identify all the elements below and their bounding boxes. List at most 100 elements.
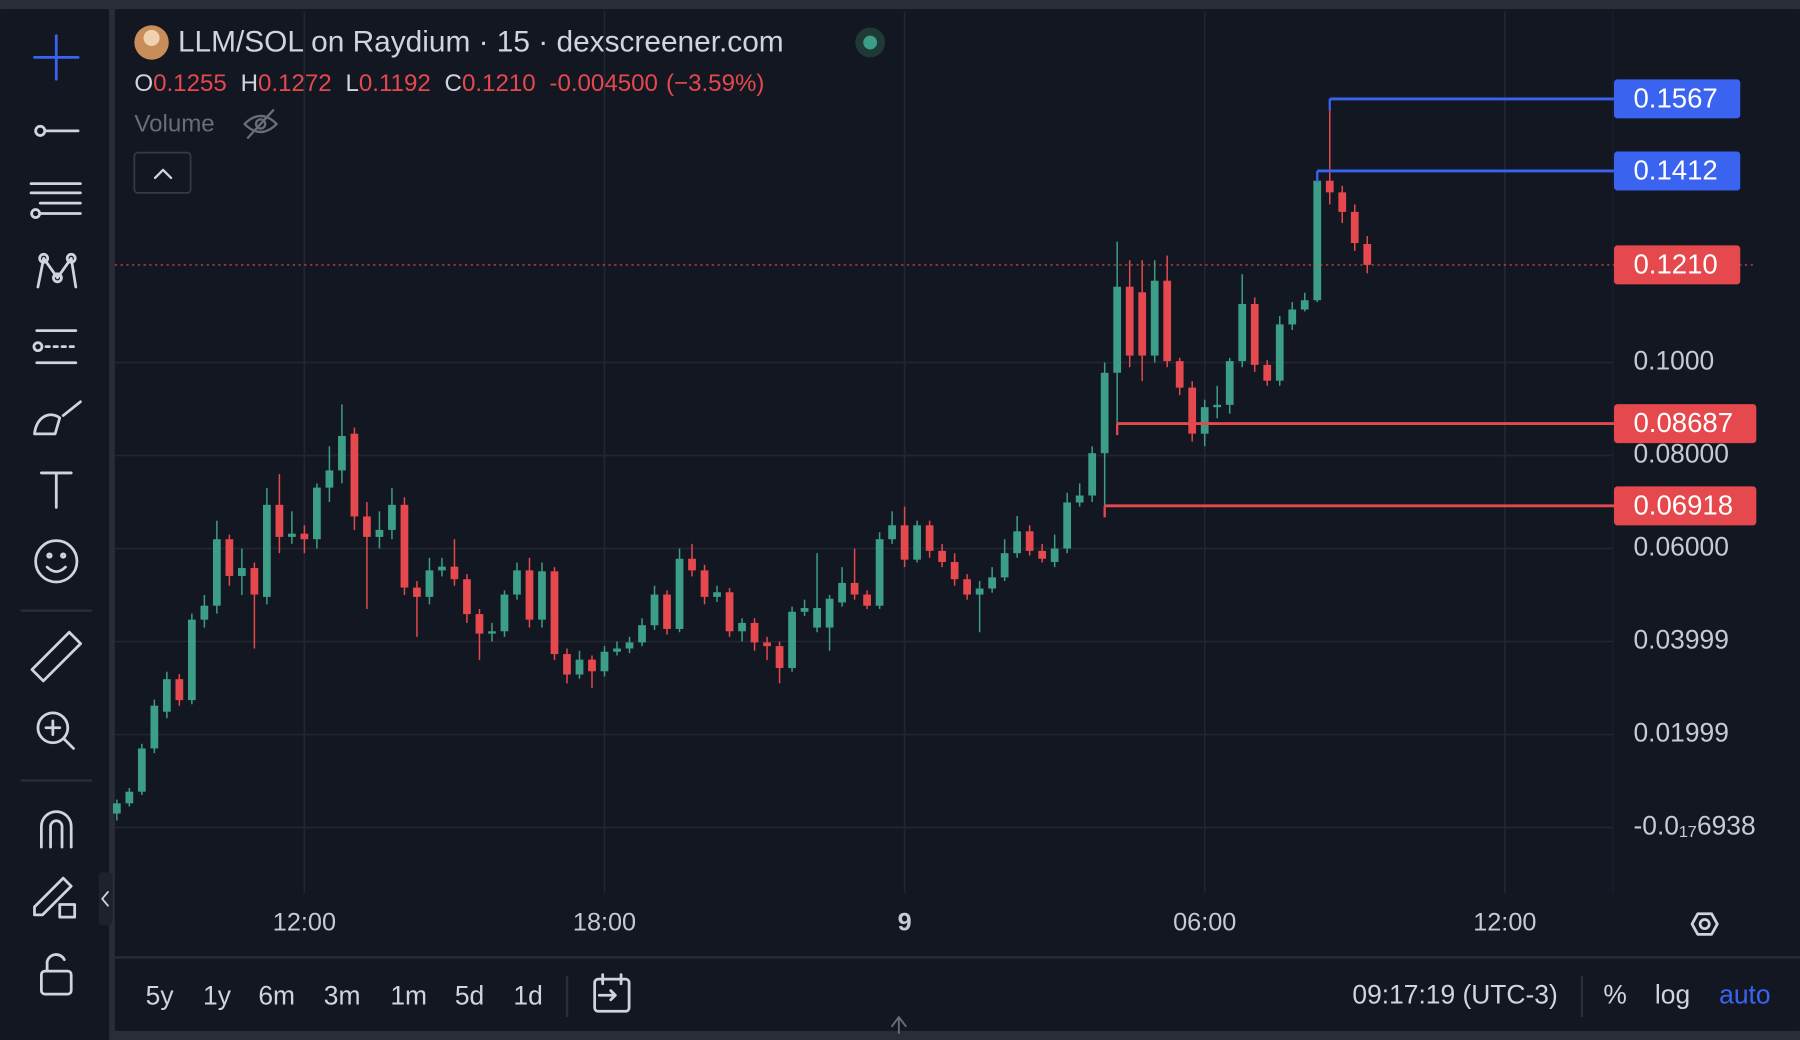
range-button[interactable]: 3m (324, 980, 361, 1010)
legend-value: 0.1192 (359, 70, 431, 97)
change-percent: (−3.59%) (666, 70, 764, 97)
candle-body (1188, 387, 1197, 434)
x-tick-label: 12:00 (1473, 909, 1536, 937)
candle-body (1263, 364, 1272, 381)
pattern-tool[interactable] (36, 252, 78, 289)
candle-body (1363, 243, 1372, 265)
volume-label: Volume (134, 110, 214, 137)
candle-body (150, 705, 159, 749)
candle-body (1200, 407, 1209, 434)
candle-body (800, 608, 809, 612)
candle-body (1075, 495, 1084, 503)
text-tool[interactable] (39, 471, 73, 509)
ruler-tool[interactable] (30, 630, 83, 683)
candle-body (500, 594, 509, 632)
y-tick-label: 0.01999 (1634, 718, 1729, 748)
candle-body (325, 470, 334, 488)
emoji-tool[interactable] (34, 539, 79, 584)
range-button[interactable]: 1y (203, 980, 232, 1010)
price-line-box (1613, 404, 1757, 444)
candle-body (413, 587, 421, 597)
candle-body (1088, 453, 1097, 496)
brush-tool[interactable] (33, 400, 82, 436)
candle-body (350, 433, 359, 517)
candle-body (600, 651, 609, 672)
candles (112, 98, 1372, 821)
range-button[interactable]: 1m (390, 980, 427, 1010)
fib-tool[interactable] (29, 182, 82, 219)
prediction-tool[interactable] (32, 329, 78, 365)
candle-body (338, 435, 346, 471)
price-line-box (1613, 151, 1741, 191)
candle-body (875, 539, 884, 606)
grid: 0.1000 0.08000 0.06000 0.03999 0.01999 -0.0₁₇… (114, 11, 1756, 937)
legend-key: L (345, 70, 358, 97)
candle-body (375, 529, 384, 537)
candle-body (1225, 361, 1234, 405)
candle-body (938, 550, 946, 563)
candle-body (1100, 372, 1109, 454)
candle-body (1150, 280, 1159, 356)
collapse-legend-arrow[interactable] (153, 168, 173, 180)
magnet-tool[interactable] (39, 810, 73, 849)
tool-icons[interactable] (20, 34, 113, 996)
current-price-label: 0.1210 (1634, 248, 1718, 279)
candle-body (738, 622, 746, 632)
candle-body (250, 568, 259, 595)
price-line-label: 0.1412 (1634, 154, 1718, 185)
y-tick-label: 0.1000 (1634, 346, 1715, 376)
scale-toggle[interactable]: % (1603, 979, 1626, 1009)
settings-icon[interactable] (1690, 912, 1719, 936)
scale-toggle[interactable]: log (1655, 979, 1690, 1009)
candle-body (1138, 292, 1147, 356)
candle-body (162, 679, 171, 712)
candle-body (187, 619, 196, 701)
candle-body (663, 594, 671, 629)
clock: 09:17:19 (UTC-3) (1352, 979, 1557, 1009)
candle-body (613, 648, 621, 652)
overlay: 0.1210 0.1567 0.1412 0.08687 0.06918 (114, 79, 1757, 526)
range-button[interactable]: 5y (146, 980, 175, 1010)
candle-body (225, 539, 234, 576)
candle-body (888, 525, 896, 540)
candle-body (963, 579, 972, 595)
candle-body (688, 558, 696, 571)
collapse-arrow[interactable] (101, 891, 109, 907)
range-button[interactable]: 1d (513, 980, 542, 1010)
candle-body (850, 582, 859, 595)
candle-body (1175, 361, 1184, 388)
collapse-legend[interactable] (133, 151, 192, 194)
crosshair-tool[interactable] (33, 34, 80, 81)
lock-tool[interactable] (39, 953, 73, 996)
candle-body (525, 570, 534, 620)
candle-body (400, 504, 409, 588)
candle-body (363, 516, 371, 537)
x-tick-label: 18:00 (573, 909, 636, 937)
candle-body (1238, 303, 1247, 362)
status-dot (863, 35, 878, 50)
candle-body (1250, 303, 1259, 365)
bottom-toolbar: 5y 1y 6m 3m 1m 5d 1d 09:17:19 (UTC-3)% log auto (146, 979, 1771, 1010)
candle-body (763, 642, 771, 647)
zoom-tool[interactable] (36, 711, 75, 750)
hide-volume[interactable] (243, 109, 278, 139)
collapse-toolbar[interactable] (98, 872, 113, 926)
legend-key: C (445, 70, 462, 97)
range-button[interactable]: 6m (258, 980, 295, 1010)
scale-toggle[interactable]: auto (1719, 979, 1770, 1009)
candle-body (838, 582, 846, 603)
candle-body (988, 577, 997, 589)
x-tick-label: 06:00 (1173, 909, 1236, 937)
trend-line-tool[interactable] (34, 124, 80, 137)
lock-drawing-tool[interactable] (33, 876, 77, 919)
date-range-icon[interactable] (593, 973, 631, 1013)
left-toolbar (0, 9, 110, 1040)
candle-body (463, 579, 471, 615)
candle-body (450, 566, 459, 580)
candle-body (1325, 180, 1334, 193)
range-button[interactable]: 5d (455, 980, 484, 1010)
scroll-up[interactable] (891, 1016, 907, 1035)
candle-body (825, 598, 834, 628)
candle-body (750, 622, 759, 643)
